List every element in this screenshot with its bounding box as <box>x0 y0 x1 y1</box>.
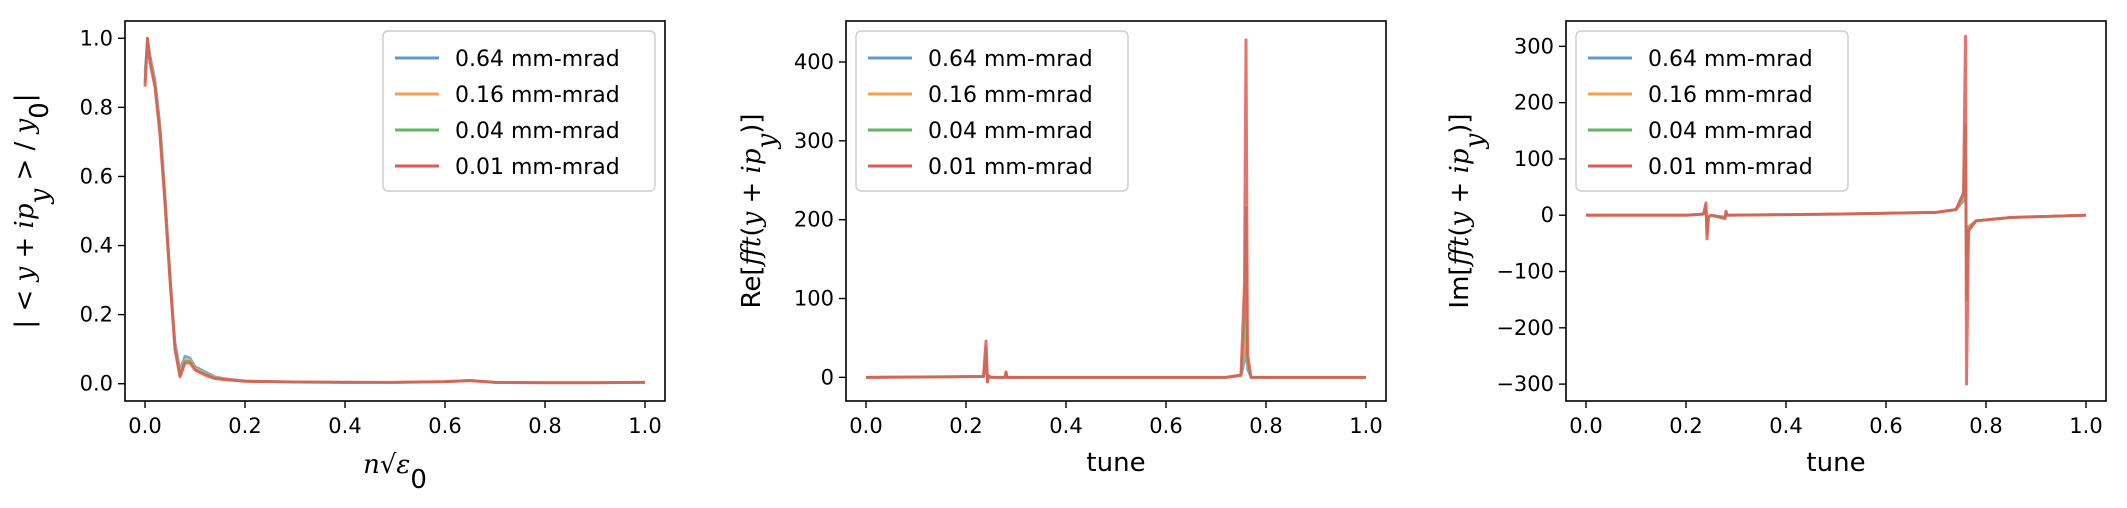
legend-box <box>382 30 656 192</box>
x-tick-label: 1.0 <box>1349 414 1382 438</box>
legend-label-1: 0.64 mm-mrad <box>1648 47 1813 72</box>
x-tick-label: 0.6 <box>1869 414 1902 438</box>
x-tick-label: 0.4 <box>1769 414 1802 438</box>
panel-real-fft: 0.0 0.2 0.4 0.6 0.8 1.0 0 100 200 300 400 tune Re[ff… <box>737 20 1387 478</box>
legend-label-3: 0.04 mm-mrad <box>1648 119 1813 144</box>
y-tick-label: 0.8 <box>80 95 113 119</box>
x-tick-label: 0.4 <box>328 414 361 438</box>
y-tick-label: 100 <box>1514 147 1554 171</box>
y-tick-label: −200 <box>1496 316 1554 340</box>
x-tick-label: 0.8 <box>1249 414 1282 438</box>
x-tick-label: 0.2 <box>228 414 261 438</box>
legend: 0.64 mm-mrad 0.16 mm-mrad 0.04 mm-mrad 0.01… <box>855 30 1129 192</box>
y-tick-label: 200 <box>1514 91 1554 115</box>
legend-label-2: 0.16 mm-mrad <box>455 83 620 108</box>
x-tick-label: 0.0 <box>128 414 161 438</box>
x-tick-label: 0.4 <box>1049 414 1082 438</box>
legend: 0.64 mm-mrad 0.16 mm-mrad 0.04 mm-mrad 0.01… <box>382 30 656 192</box>
x-tick-label: 0.2 <box>1669 414 1702 438</box>
panel-imag-fft: 0.0 0.2 0.4 0.6 0.8 1.0 −300 −200 −100 0 100 200 300… <box>1445 20 2107 478</box>
y-tick-label: 200 <box>794 208 834 232</box>
legend: 0.64 mm-mrad 0.16 mm-mrad 0.04 mm-mrad 0.01… <box>1575 30 1849 192</box>
legend-label-1: 0.64 mm-mrad <box>928 47 1093 72</box>
legend-label-3: 0.04 mm-mrad <box>455 119 620 144</box>
y-tick-label: 100 <box>794 287 834 311</box>
legend-box <box>855 30 1129 192</box>
x-tick-label: 0.8 <box>528 414 561 438</box>
x-tick-label: 0.2 <box>949 414 982 438</box>
legend-label-4: 0.01 mm-mrad <box>1648 155 1813 180</box>
axes-frame <box>1565 20 2107 402</box>
y-tick-label: 0 <box>821 365 834 389</box>
series-line-4 <box>1586 34 2087 386</box>
y-tick-label: −300 <box>1496 372 1554 396</box>
legend-label-3: 0.04 mm-mrad <box>928 119 1093 144</box>
y-tick-label: 0.0 <box>80 372 113 396</box>
y-axis-label: | < y + ipy > / y0| <box>10 93 55 328</box>
series-line-4 <box>865 38 1366 384</box>
y-axis-label: Im[fft(y + ipy)] <box>1445 113 1490 308</box>
legend-label-2: 0.16 mm-mrad <box>1648 83 1813 108</box>
y-tick-label: 300 <box>794 129 834 153</box>
y-tick-label: 0.6 <box>80 164 113 188</box>
axes-frame <box>845 20 1387 402</box>
series-line-4 <box>143 36 646 385</box>
series-group <box>865 38 1366 384</box>
x-axis-label: tune <box>1806 448 1865 478</box>
y-tick-label: −100 <box>1496 260 1554 284</box>
series-group <box>143 36 646 385</box>
y-tick-label: 0.2 <box>80 303 113 327</box>
x-tick-label: 1.0 <box>2069 414 2102 438</box>
x-tick-label: 0.6 <box>428 414 461 438</box>
panel-amplitude: 0.0 0.2 0.4 0.6 0.8 1.0 0.0 0.2 0.4 0.6 0.8 1.0 n√ε0… <box>10 20 666 495</box>
axes-frame <box>124 20 666 402</box>
y-tick-label: 300 <box>1514 34 1554 58</box>
legend-label-4: 0.01 mm-mrad <box>455 155 620 180</box>
x-tick-label: 0.0 <box>849 414 882 438</box>
y-tick-label: 1.0 <box>80 26 113 50</box>
y-tick-label: 0.4 <box>80 234 113 258</box>
x-tick-label: 0.8 <box>1969 414 2002 438</box>
y-tick-label: 0 <box>1541 203 1554 227</box>
legend-label-4: 0.01 mm-mrad <box>928 155 1093 180</box>
x-tick-label: 1.0 <box>628 414 661 438</box>
x-tick-label: 0.6 <box>1149 414 1182 438</box>
legend-label-2: 0.16 mm-mrad <box>928 83 1093 108</box>
x-tick-label: 0.0 <box>1569 414 1602 438</box>
legend-box <box>1575 30 1849 192</box>
legend-label-1: 0.64 mm-mrad <box>455 47 620 72</box>
x-axis-label: n√ε0 <box>363 450 427 495</box>
y-tick-label: 400 <box>794 50 834 74</box>
y-axis-label: Re[fft(y + ipy)] <box>737 113 782 308</box>
series-group <box>1586 34 2087 386</box>
x-axis-label: tune <box>1086 448 1145 478</box>
